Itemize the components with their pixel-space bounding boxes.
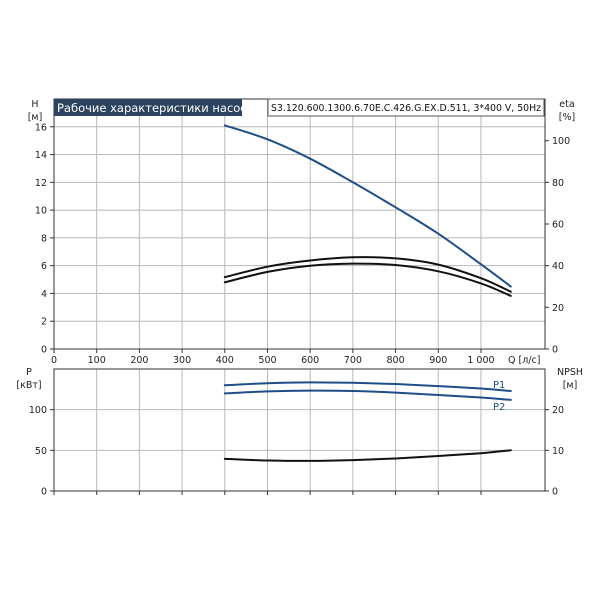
top-series-2 [223,262,512,297]
x-axis-label: Q [л/с] [508,355,540,366]
y-left-label-upper-line1: H [31,99,38,110]
top-x-tick-label: 1 000 [467,355,494,366]
top-y-left-tick-label: 0 [41,345,47,356]
bottom-series-1 [223,389,512,401]
top-x-tick-label: 600 [301,355,319,366]
title-background [54,99,242,116]
top-x-tick-label: 200 [130,355,148,366]
top-x-tick-label: 800 [386,355,404,366]
top-x-tick-label: 900 [429,355,447,366]
top-x-tick-label: 700 [344,355,362,366]
top-y-left-tick-label: 2 [41,317,47,328]
y-left-label-upper-line2: [м] [28,112,43,123]
bottom-y-left-tick-label: 0 [41,487,47,498]
y-right-label-lower-line1: NPSH [557,367,583,378]
top-y-right-tick-label: 60 [552,220,564,231]
top-y-right-tick-label: 0 [552,345,558,356]
bottom-series-0 [223,381,512,392]
bottom-y-right-tick-label: 0 [552,487,558,498]
bottom-y-right-tick-label: 20 [552,405,564,416]
bottom-y-left-tick-label: 100 [29,405,47,416]
bottom-y-right-tick-label: 10 [552,446,564,457]
top-x-tick-label: 500 [258,355,276,366]
y-right-label-upper-line1: eta [559,99,574,110]
top-y-right-tick-label: 20 [552,303,564,314]
top-y-left-tick-label: 14 [35,150,47,161]
y-right-label-upper-line2: [%] [559,112,575,123]
tick-layer: 0 100 200 300 400 500 600 700 800 900 1 0000246810… [29,122,570,497]
bottom-y-left-tick-label: 50 [35,446,47,457]
series-layer [223,124,512,462]
model-box [267,98,545,117]
top-y-left-tick-label: 10 [35,206,47,217]
top-x-tick-label: 300 [173,355,191,366]
y-left-label-lower-line1: P [26,367,32,378]
top-x-tick-label: 0 [51,355,57,366]
top-y-left-tick-label: 16 [35,122,47,133]
top-y-left-tick-label: 12 [35,178,47,189]
top-x-tick-label: 100 [88,355,106,366]
bottom-plot-frame [53,368,546,492]
top-y-right-tick-label: 100 [552,136,570,147]
series-label-p2: P2 [493,402,505,413]
top-x-tick-label: 400 [216,355,234,366]
top-y-right-tick-label: 40 [552,261,564,272]
top-y-right-tick-label: 80 [552,178,564,189]
y-right-label-lower-line2: [м] [563,380,578,391]
top-y-left-tick-label: 8 [41,233,47,244]
model-text: S3.120.600.1300.6.70E.C.426.G.EX.D.511, … [271,103,541,114]
y-left-label-lower-line2: [кВт] [16,380,41,391]
top-series-1 [223,256,512,293]
chart-title: Рабочие характеристики насоса [57,101,254,115]
top-y-left-tick-label: 6 [41,261,47,272]
bottom-series-2 [223,449,512,462]
top-y-left-tick-label: 4 [41,289,47,300]
top-series-0 [223,124,512,288]
series-label-p1: P1 [493,380,505,391]
